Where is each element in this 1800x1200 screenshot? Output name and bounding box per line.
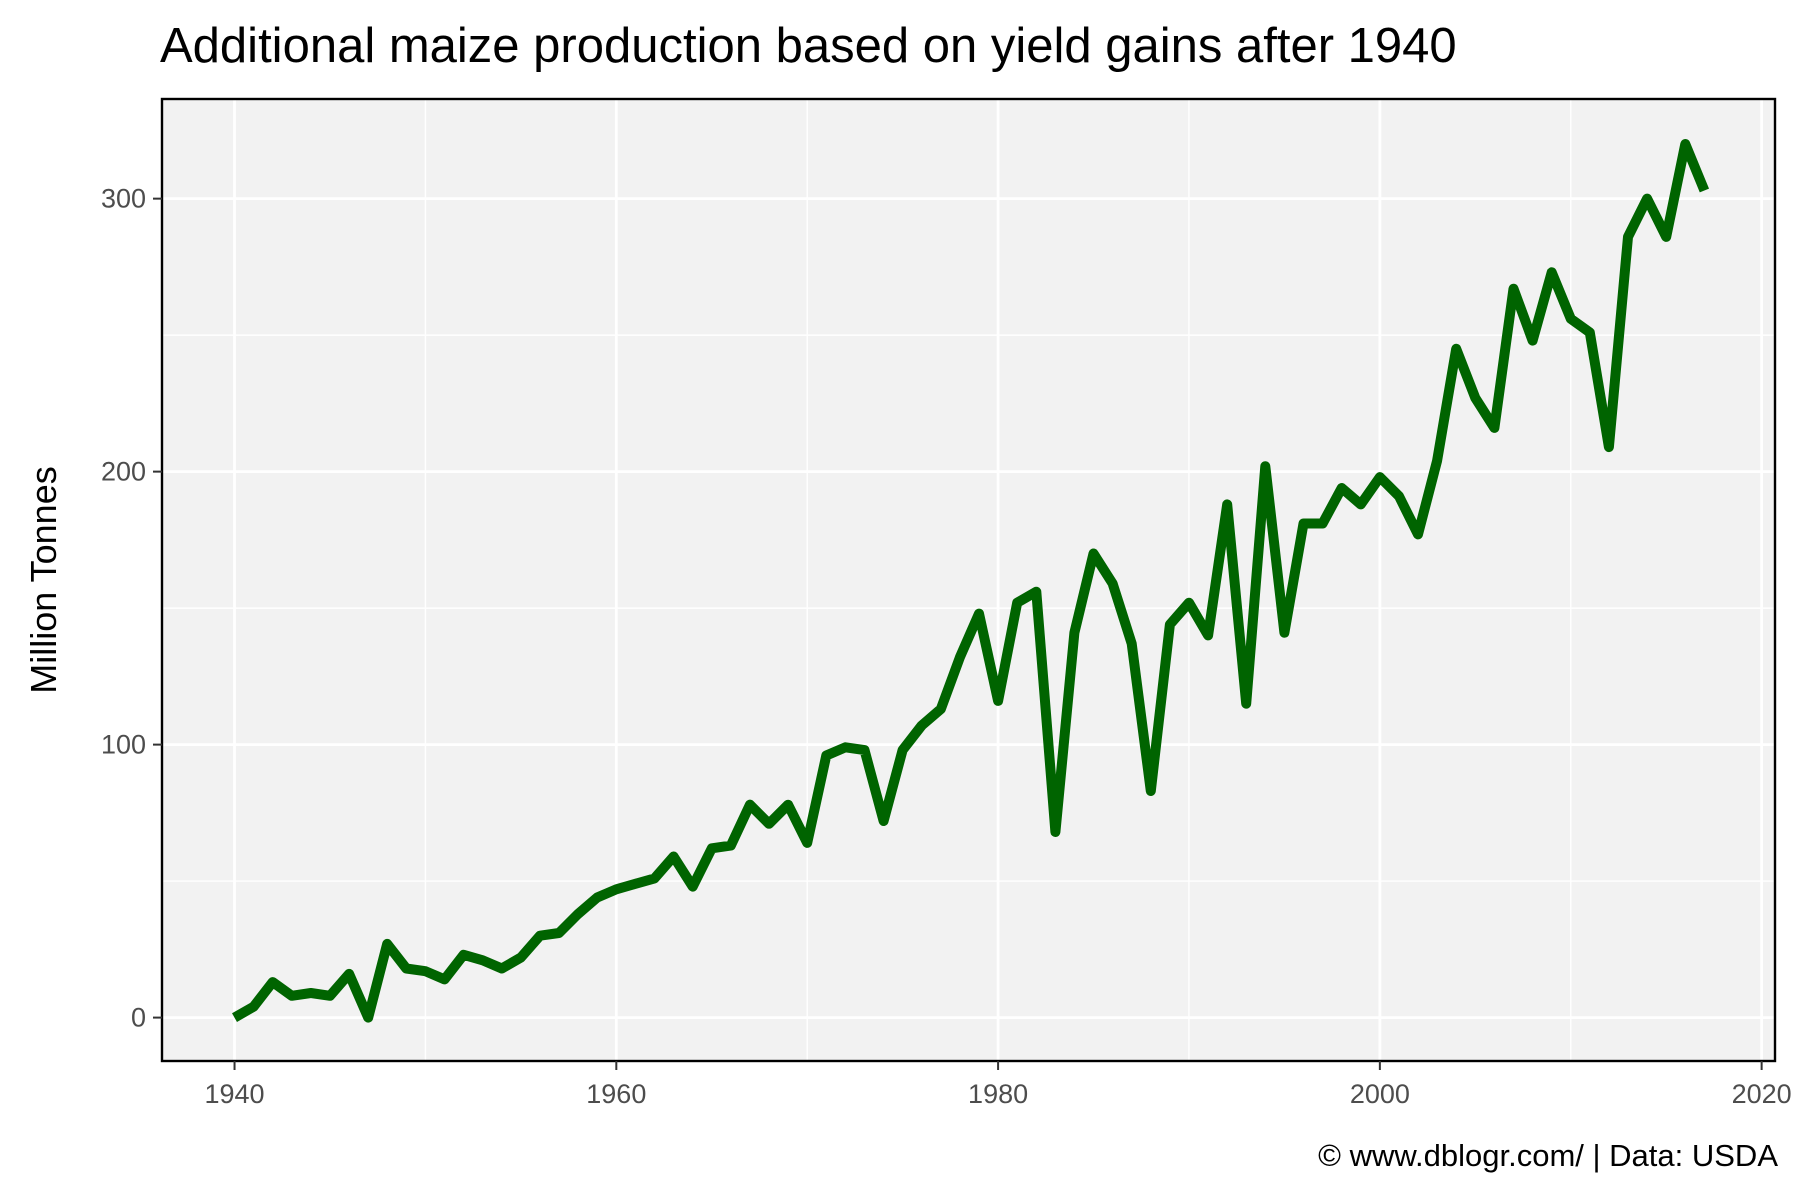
y-tick-label: 200 (101, 457, 146, 487)
maize-production-line (232, 139, 1710, 1023)
chart-title: Additional maize production based on yie… (160, 19, 1457, 73)
plot-border (160, 97, 1777, 1063)
x-tick-label: 1960 (586, 1079, 646, 1109)
minor-gridlines (162, 99, 1775, 1061)
x-axis: 1940 1960 1980 2000 2020 (204, 1061, 1792, 1109)
y-axis-label: Million Tonnes (23, 466, 64, 693)
y-tick-label: 300 (101, 184, 146, 214)
source-caption: © www.dblogr.com/ | Data: USDA (1318, 1138, 1778, 1173)
x-tick-label: 1980 (968, 1079, 1028, 1109)
x-tick-label: 1940 (204, 1079, 264, 1109)
x-tick-label: 2020 (1732, 1079, 1792, 1109)
y-tick-label: 0 (131, 1003, 146, 1033)
y-tick-label: 100 (101, 730, 146, 760)
plot-panel (162, 99, 1775, 1061)
major-gridlines (162, 99, 1775, 1061)
y-axis: 0 100 200 300 (101, 184, 162, 1033)
x-tick-label: 2000 (1350, 1079, 1410, 1109)
